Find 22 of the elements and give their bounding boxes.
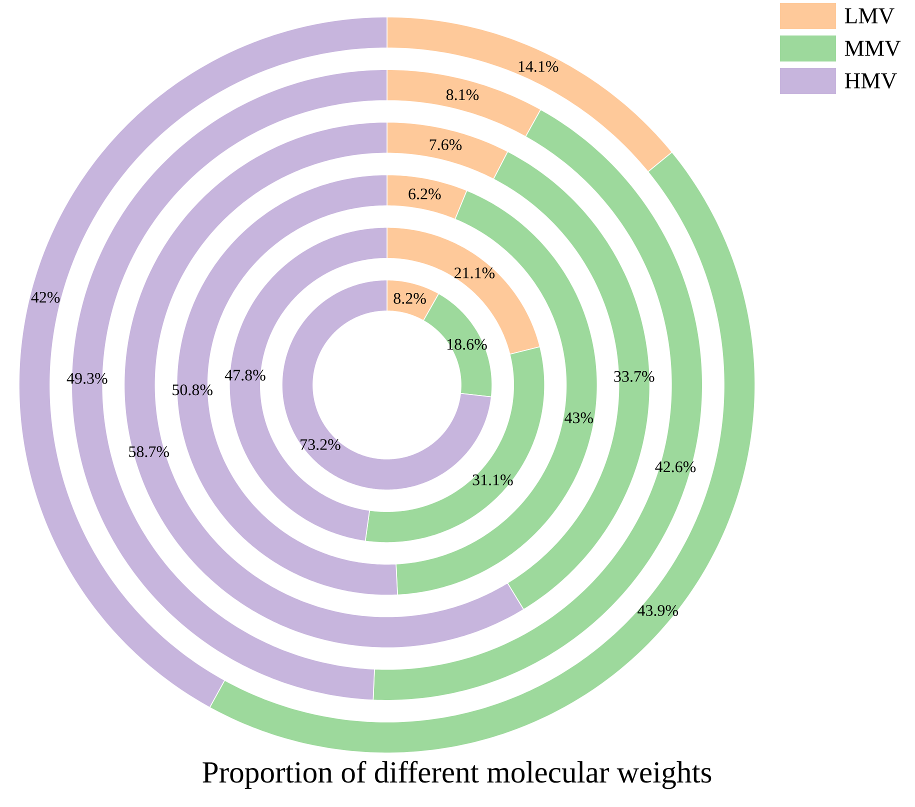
legend-label: MMV	[844, 40, 901, 56]
text: Proportion of different molecular weights	[202, 760, 712, 790]
data-label: 50.8%	[172, 384, 212, 396]
data-label: 21.1%	[454, 268, 495, 278]
data-label: 42%	[31, 292, 60, 303]
data-label: 6.2%	[408, 188, 441, 200]
data-label: 8.1%	[446, 89, 479, 100]
data-label: 31.1%	[472, 474, 513, 486]
data-label: 33.7%	[614, 371, 654, 382]
data-label: 43%	[564, 412, 594, 424]
legend-label: HMV	[844, 73, 897, 89]
data-label: 49.3%	[66, 372, 108, 384]
data-label: 43.9%	[638, 605, 678, 616]
data-label: 42.6%	[655, 461, 696, 472]
data-label: 7.6%	[430, 139, 462, 150]
legend-label: LMV	[844, 8, 894, 24]
data-label: 14.1%	[518, 61, 558, 72]
data-label: 47.8%	[224, 370, 266, 381]
data-label: 58.7%	[129, 446, 169, 458]
data-label: 73.2%	[300, 439, 340, 450]
data-label: 18.6%	[447, 338, 487, 350]
data-label: 8.2%	[394, 293, 426, 304]
